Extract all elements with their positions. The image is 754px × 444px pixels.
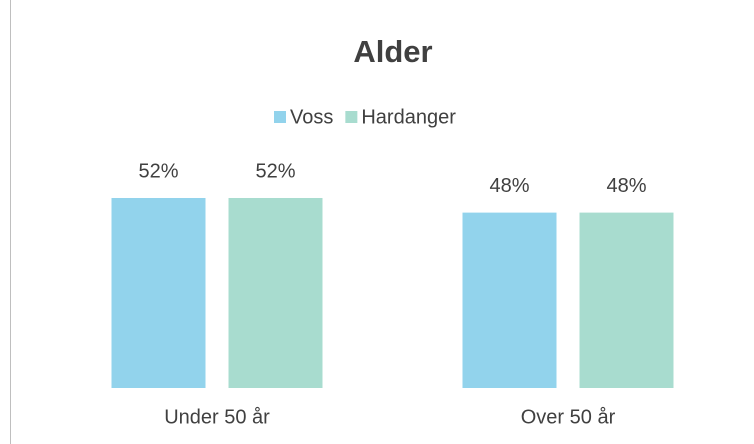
x-tick-label: Under 50 år [164,406,270,428]
bar [228,197,323,388]
legend-swatch [274,111,286,123]
bar [579,212,674,388]
legend-label: Hardanger [361,106,456,128]
legend-label: Voss [290,106,333,128]
value-label: 48% [606,175,646,197]
bar [462,212,557,388]
value-label: 52% [255,160,295,182]
bar [111,197,206,388]
value-label: 48% [489,175,529,197]
legend-swatch [345,111,358,123]
chart-title: Alder [353,34,432,69]
x-tick-label: Over 50 år [521,406,616,428]
value-label: 52% [138,160,178,182]
